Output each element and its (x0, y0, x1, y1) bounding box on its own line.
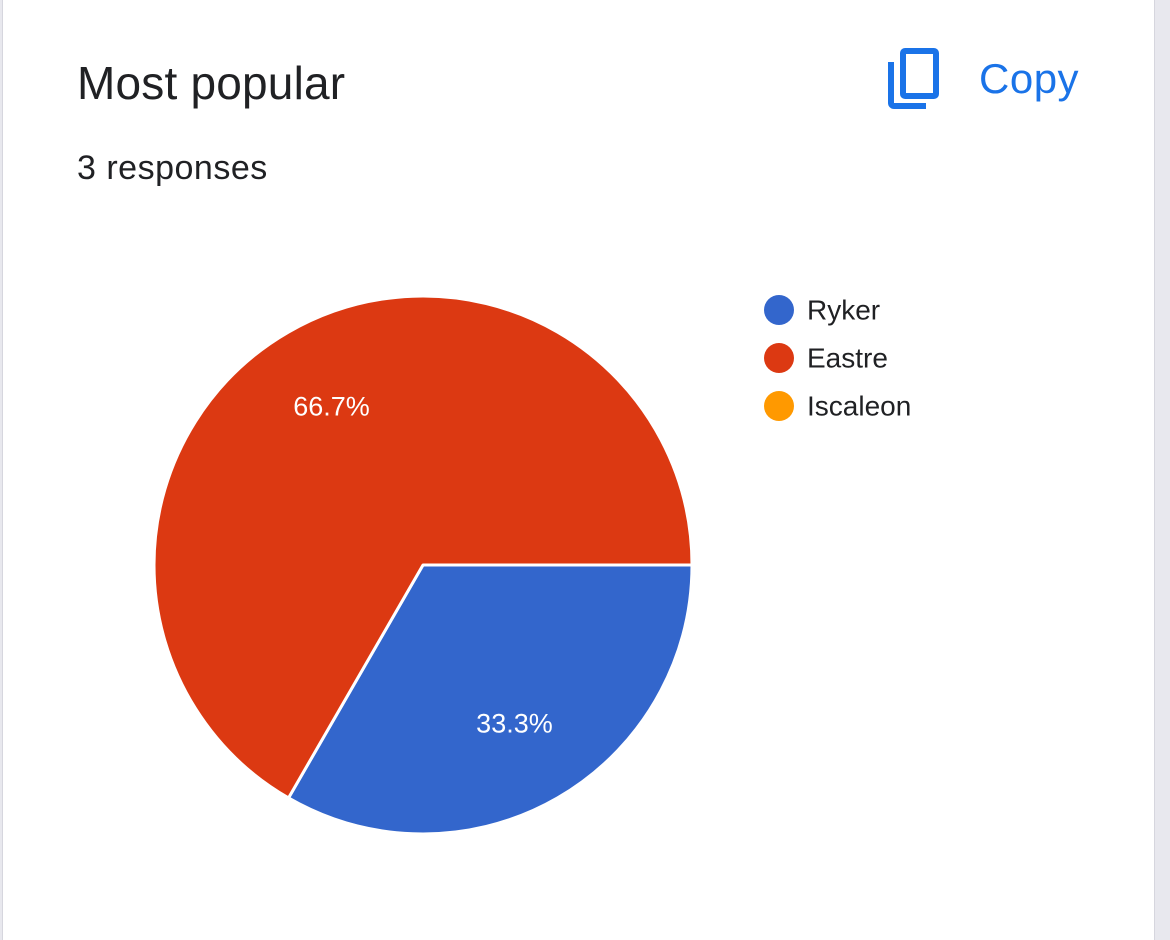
response-count: 3 responses (77, 149, 268, 187)
legend-item-iscaleon[interactable]: Iscaleon (764, 391, 911, 422)
chart-legend: Ryker Eastre Iscaleon (764, 295, 911, 422)
copy-button[interactable]: Copy (887, 46, 1079, 112)
slice-label-ryker: 33.3% (476, 708, 553, 738)
legend-label-iscaleon: Iscaleon (807, 391, 911, 422)
chart-title: Most popular (77, 57, 346, 109)
legend-swatch-iscaleon (764, 391, 794, 421)
legend-item-ryker[interactable]: Ryker (764, 295, 880, 326)
legend-swatch-eastre (764, 343, 794, 373)
legend-item-eastre[interactable]: Eastre (764, 343, 888, 374)
legend-label-ryker: Ryker (807, 295, 880, 326)
legend-label-eastre: Eastre (807, 343, 888, 374)
pie-slice-eastre[interactable] (152, 294, 694, 800)
pie-slice-labels: 33.3% 66.7% (293, 392, 552, 739)
slice-label-eastre: 66.7% (293, 392, 370, 422)
copy-label: Copy (979, 55, 1080, 102)
legend-swatch-ryker (764, 295, 794, 325)
pie-slice-ryker[interactable] (287, 563, 694, 836)
pie-slices (152, 294, 694, 836)
copy-icon (888, 48, 939, 109)
